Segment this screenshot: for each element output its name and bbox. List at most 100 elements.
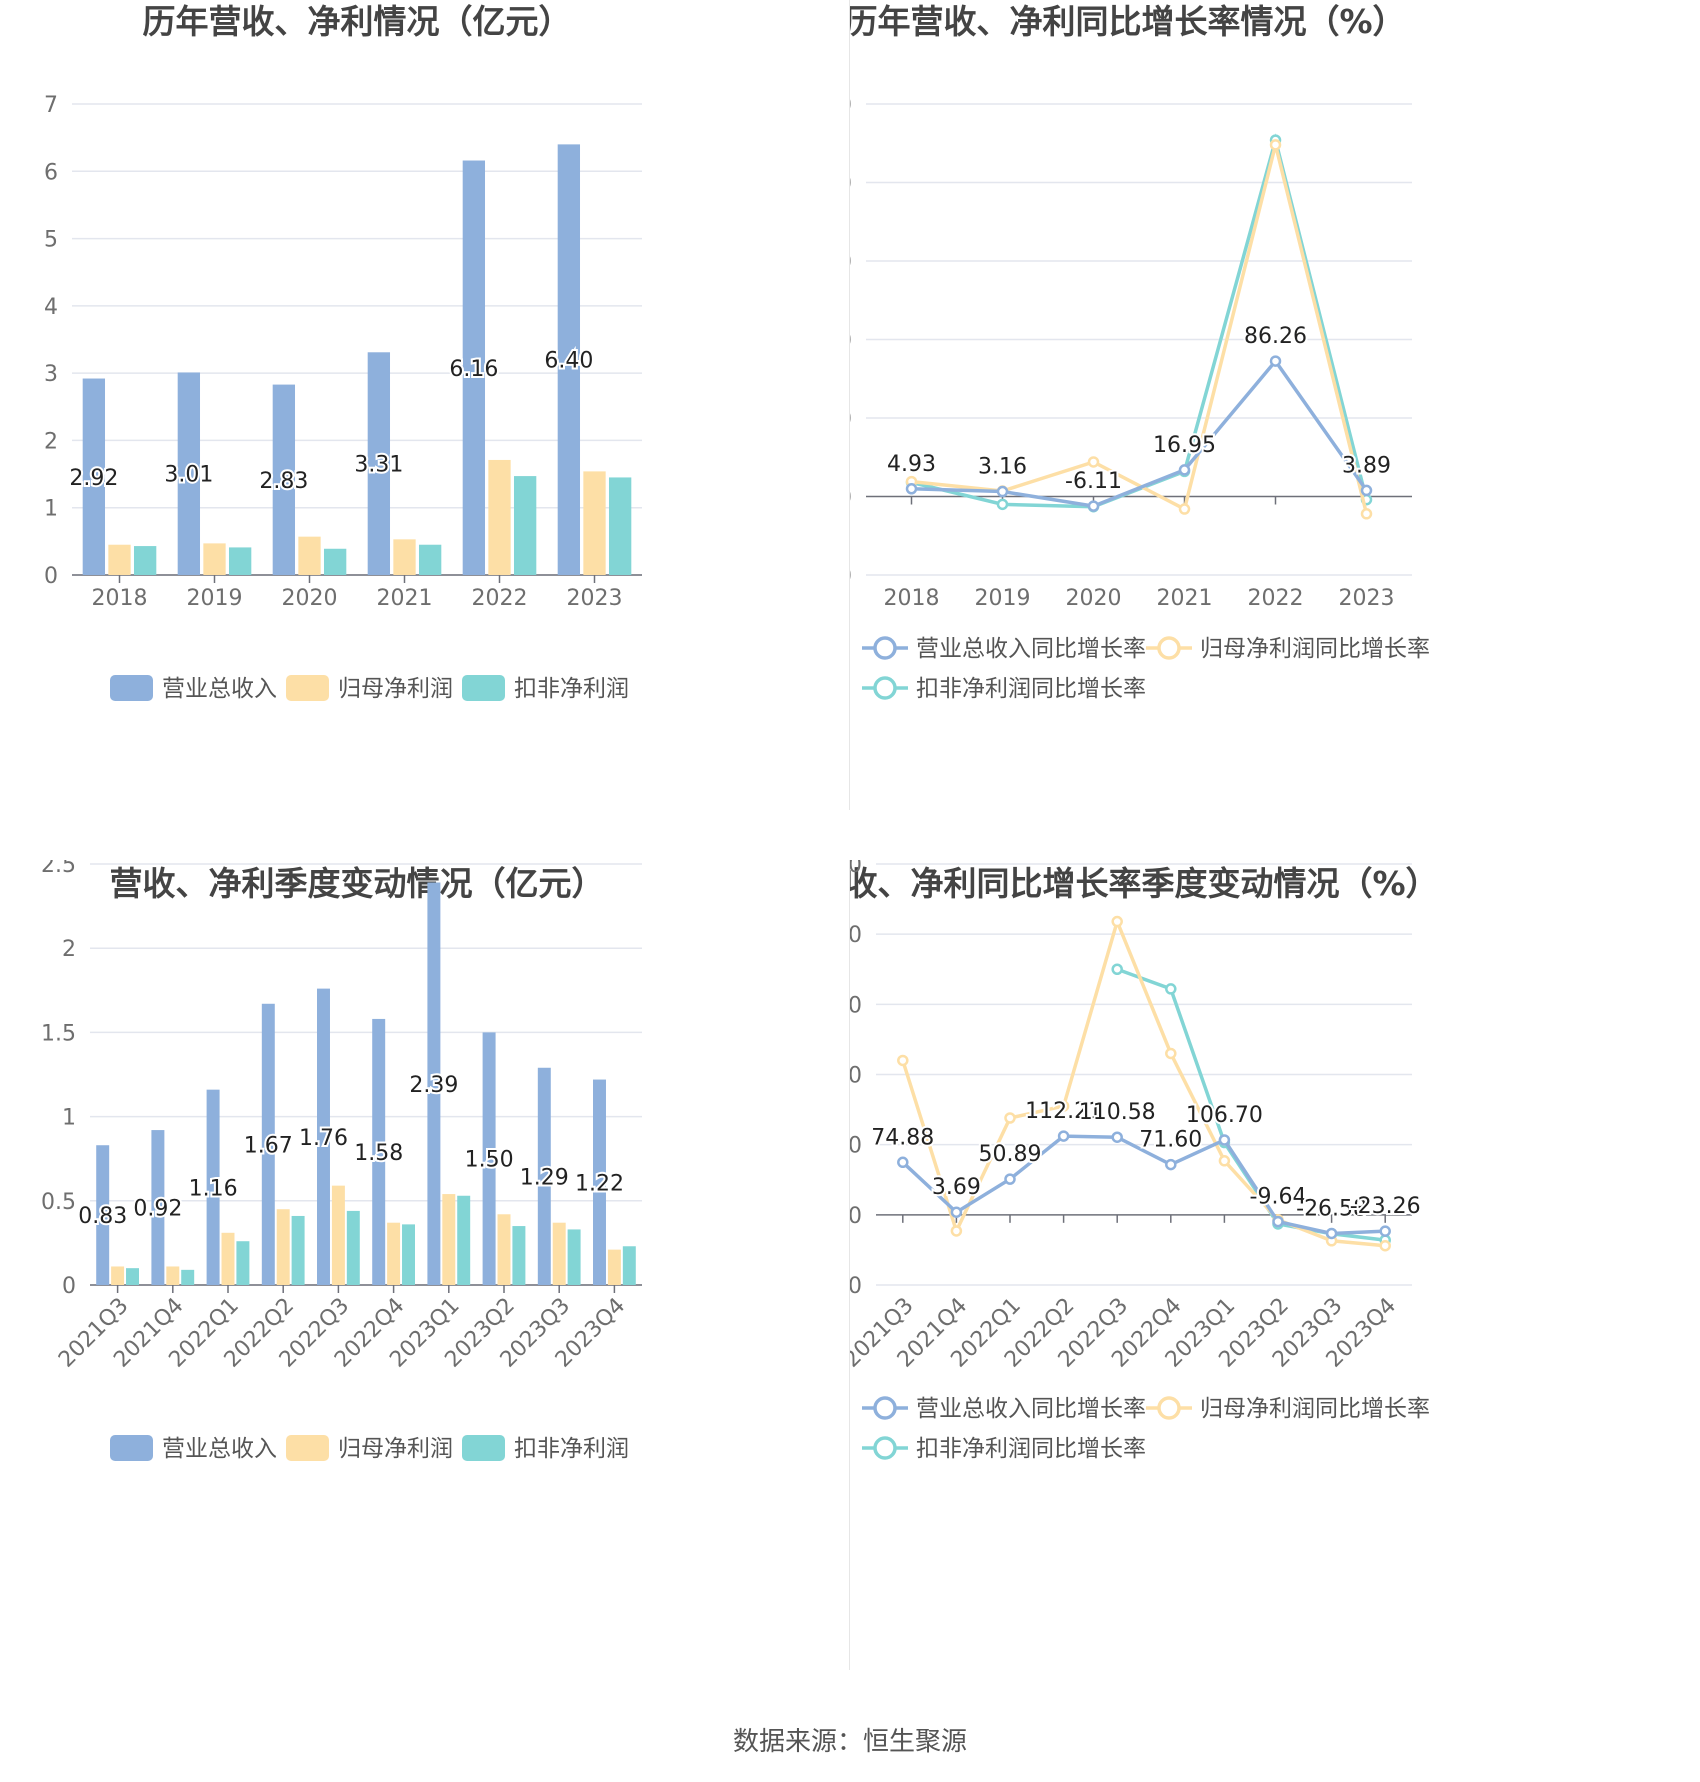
legend-swatch bbox=[462, 675, 505, 701]
legend-label: 扣非净利润 bbox=[514, 676, 629, 702]
legend-item[interactable]: 扣非净利润 bbox=[462, 1435, 629, 1462]
x-tick-label: 2022 bbox=[1248, 586, 1304, 611]
data-label: 112.21 bbox=[1025, 1099, 1102, 1124]
line-point bbox=[1272, 1215, 1284, 1228]
chart-title: 营收、净利季度变动情况（亿元） bbox=[110, 864, 605, 903]
bar-revenue bbox=[82, 378, 106, 575]
legend-item[interactable]: 营业总收入同比增长率 bbox=[862, 1396, 1146, 1422]
legend-label: 营业总收入同比增长率 bbox=[916, 636, 1146, 662]
bar-deducted-profit bbox=[457, 1195, 471, 1285]
bar-revenue bbox=[372, 1018, 386, 1285]
y-tick-label: 0 bbox=[62, 1274, 76, 1299]
bar-revenue bbox=[427, 882, 441, 1285]
legend-label: 归母净利润同比增长率 bbox=[1200, 1396, 1430, 1422]
legend-item[interactable]: 扣非净利润同比增长率 bbox=[862, 1436, 1146, 1462]
bar-deducted-profit bbox=[228, 547, 252, 575]
vertical-divider-bottom bbox=[849, 860, 850, 1670]
bar-deducted-profit bbox=[236, 1241, 250, 1285]
legend-label: 扣非净利润同比增长率 bbox=[916, 676, 1146, 702]
bar-net-profit bbox=[221, 1232, 235, 1285]
legend-swatch bbox=[286, 1435, 329, 1461]
x-tick-label: 2018 bbox=[92, 586, 148, 611]
legend-label: 扣非净利润 bbox=[514, 1436, 629, 1462]
x-tick-label: 2021 bbox=[377, 586, 433, 611]
bar-net-profit bbox=[442, 1194, 456, 1285]
data-label: 3.01 bbox=[164, 463, 213, 488]
x-tick-label: 2022 bbox=[472, 586, 528, 611]
legend-item[interactable]: 扣非净利润 bbox=[462, 675, 629, 702]
bar-deducted-profit bbox=[323, 548, 347, 575]
data-label: 1.16 bbox=[189, 1176, 238, 1201]
legend-item[interactable]: 营业总收入同比增长率 bbox=[862, 636, 1146, 662]
legend-item[interactable]: 归母净利润 bbox=[286, 1435, 453, 1462]
data-source-note: 数据来源：恒生聚源 bbox=[732, 1727, 967, 1757]
bar-net-profit bbox=[552, 1222, 566, 1285]
data-label: 16.95 bbox=[1153, 433, 1216, 458]
data-label: 106.70 bbox=[1186, 1103, 1263, 1128]
legend-item[interactable]: 归母净利润 bbox=[286, 675, 453, 702]
bar-revenue bbox=[317, 988, 330, 1285]
y-tick-label: 5 bbox=[44, 228, 58, 253]
legend-swatch bbox=[286, 675, 329, 701]
bar-net-profit bbox=[497, 1214, 511, 1285]
line-point bbox=[1087, 456, 1100, 468]
bar-revenue bbox=[272, 384, 296, 575]
legend-item[interactable]: 营业总收入 bbox=[110, 1435, 277, 1462]
data-label: -6.11 bbox=[1065, 469, 1122, 494]
legend-marker bbox=[873, 1436, 897, 1460]
data-label: 6.16 bbox=[449, 357, 498, 382]
line-point bbox=[1269, 355, 1282, 367]
y-tick-label: 2 bbox=[62, 937, 76, 962]
chart-annual-amounts: 历年营收、净利情况（亿元） 0 1 2 3 4 5 6 7 2018 2019 2020 2021 202… bbox=[44, 2, 642, 702]
legend-item[interactable]: 归母净利润同比增长率 bbox=[1146, 636, 1430, 662]
bar-revenue bbox=[151, 1130, 165, 1285]
data-label: 0.92 bbox=[133, 1197, 182, 1222]
line-series-0 bbox=[901, 1134, 1386, 1236]
line-point bbox=[1379, 1225, 1391, 1237]
line-point bbox=[1111, 963, 1123, 975]
x-tick-label: 2020 bbox=[282, 586, 338, 611]
data-label: 74.88 bbox=[871, 1125, 934, 1150]
line-point bbox=[1165, 1158, 1177, 1171]
line-series-1 bbox=[901, 916, 1386, 1248]
data-label: 1.50 bbox=[465, 1148, 514, 1173]
data-label: -23.26 bbox=[1350, 1194, 1421, 1219]
x-tick-label: 2018 bbox=[884, 586, 940, 611]
data-label: 3.69 bbox=[932, 1175, 981, 1200]
bar-revenue bbox=[177, 372, 201, 575]
y-tick-label: 1 bbox=[44, 497, 58, 522]
y-tick-label: 0 bbox=[850, 486, 852, 511]
y-tick-label: 1 bbox=[62, 1106, 76, 1131]
chart-title: 营收、净利同比增长率季度变动情况（%） bbox=[850, 864, 1439, 903]
bar-revenue bbox=[537, 1067, 551, 1285]
chart-quarterly-amounts: 营收、净利季度变动情况（亿元）00.511.522.52021Q32021Q42… bbox=[41, 860, 642, 1462]
bar-net-profit bbox=[387, 1222, 401, 1285]
bar-deducted-profit bbox=[622, 1246, 636, 1285]
data-label: 50.89 bbox=[979, 1142, 1042, 1167]
line-point bbox=[1111, 1131, 1123, 1143]
legend-item[interactable]: 扣非净利润同比增长率 bbox=[862, 676, 1146, 702]
legend-swatch bbox=[462, 1435, 505, 1461]
legend-label: 扣非净利润同比增长率 bbox=[916, 1436, 1146, 1462]
line-point bbox=[1218, 1155, 1231, 1167]
bar-revenue bbox=[206, 1089, 220, 1285]
y-tick-label: 0.5 bbox=[41, 1190, 76, 1215]
legend-item[interactable]: 营业总收入 bbox=[110, 675, 277, 702]
data-label: 71.60 bbox=[1139, 1128, 1202, 1153]
bar-deducted-profit bbox=[608, 477, 632, 575]
line-point bbox=[1269, 139, 1282, 151]
bar-revenue bbox=[593, 1079, 606, 1285]
bar-revenue bbox=[482, 1032, 496, 1285]
line-point bbox=[905, 483, 918, 495]
line-point bbox=[897, 1156, 909, 1169]
data-label: 3.16 bbox=[978, 455, 1027, 480]
bar-deducted-profit bbox=[181, 1269, 195, 1285]
y-tick-label: 2.5 bbox=[41, 860, 76, 878]
data-label: 2.92 bbox=[69, 466, 118, 491]
legend-item[interactable]: 归母净利润同比增长率 bbox=[1146, 1396, 1430, 1422]
y-tick-label: 500 bbox=[850, 860, 862, 878]
bar-net-profit bbox=[111, 1266, 125, 1285]
line-point bbox=[897, 1054, 909, 1067]
line-point bbox=[1165, 1047, 1177, 1060]
x-tick-label: 2020 bbox=[1066, 586, 1122, 611]
